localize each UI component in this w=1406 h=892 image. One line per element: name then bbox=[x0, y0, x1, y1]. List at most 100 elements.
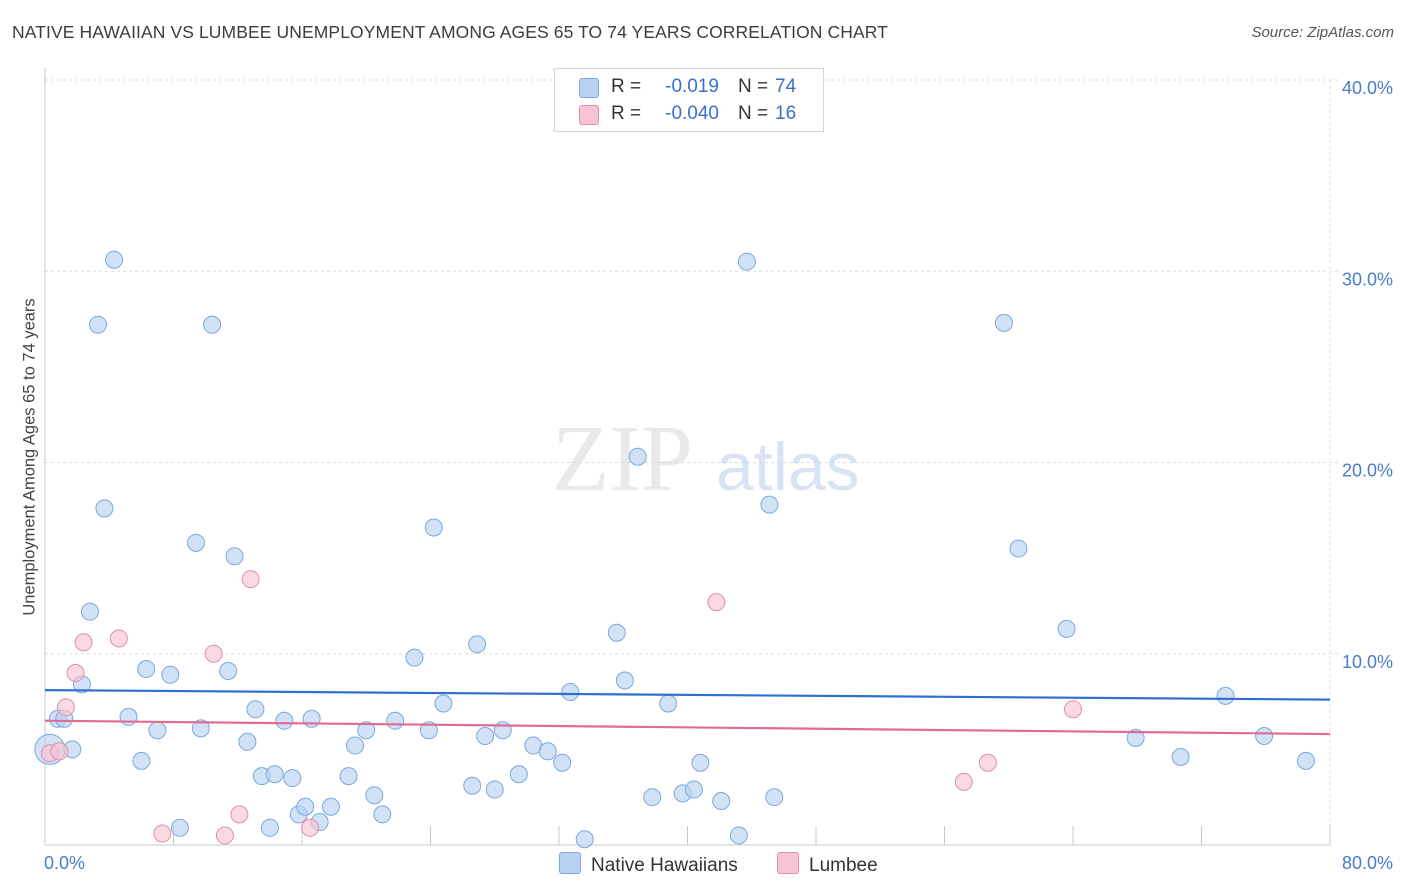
legend-item-native-hawaiians[interactable]: Native Hawaiians bbox=[559, 852, 738, 877]
legend-item-lumbee[interactable]: Lumbee bbox=[777, 852, 878, 877]
lumbee-point bbox=[50, 742, 69, 761]
lumbee-point bbox=[74, 633, 93, 652]
r-value: -0.040 bbox=[665, 103, 719, 124]
data-points bbox=[34, 250, 1315, 849]
native-hawaiian-point bbox=[302, 709, 321, 728]
native-hawaiian-point bbox=[1296, 751, 1315, 770]
lumbee-point bbox=[56, 698, 75, 717]
watermark-zip: ZIP bbox=[552, 407, 693, 511]
native-hawaiian-point bbox=[265, 765, 284, 784]
native-hawaiian-point bbox=[628, 447, 647, 466]
native-hawaiian-point bbox=[1057, 619, 1076, 638]
native-hawaiian-point bbox=[225, 547, 244, 566]
native-hawaiian-point bbox=[148, 721, 167, 740]
native-hawaiian-point bbox=[246, 700, 265, 719]
native-hawaiian-point bbox=[765, 788, 784, 807]
native-hawaiian-point bbox=[607, 623, 626, 642]
y-tick-label: 20.0% bbox=[1342, 461, 1393, 481]
native-hawaiian-point bbox=[424, 518, 443, 537]
axes bbox=[44, 68, 1331, 846]
r-value: -0.019 bbox=[665, 76, 719, 97]
native-hawaiian-point bbox=[463, 776, 482, 795]
native-hawaiian-point bbox=[386, 711, 405, 730]
n-value: 74 bbox=[775, 76, 797, 97]
native-hawaiian-point bbox=[191, 719, 210, 738]
lumbee-point bbox=[66, 663, 85, 682]
native-hawaiian-point bbox=[1171, 748, 1190, 767]
native-hawaiian-point bbox=[219, 661, 238, 680]
native-hawaiian-point bbox=[321, 797, 340, 816]
native-hawaiian-point bbox=[132, 751, 151, 770]
native-hawaiian-point bbox=[238, 732, 257, 751]
y-tick-label: 10.0% bbox=[1342, 652, 1393, 672]
native-hawaiian-point bbox=[203, 315, 222, 334]
native-hawaiian-point bbox=[712, 792, 731, 811]
native-hawaiian-point bbox=[615, 671, 634, 690]
native-hawaiian-point bbox=[95, 499, 114, 518]
source-attribution: Source: ZipAtlas.com bbox=[1251, 24, 1394, 41]
native-hawaiian-point bbox=[186, 533, 205, 552]
lumbee-point bbox=[204, 644, 223, 663]
lumbee-point bbox=[241, 570, 260, 589]
native-hawaiian-point bbox=[170, 818, 189, 837]
native-hawaiian-point bbox=[346, 736, 365, 755]
r-label: R = bbox=[611, 76, 642, 97]
r-label: R = bbox=[611, 103, 642, 124]
lumbee-point bbox=[153, 824, 172, 843]
native-hawaiian-point bbox=[119, 707, 138, 726]
native-hawaiian-point bbox=[1009, 539, 1028, 558]
native-hawaiian-point bbox=[283, 769, 302, 788]
native-hawaiian-point bbox=[476, 726, 495, 745]
native-hawaiian-point bbox=[365, 786, 384, 805]
lumbee-point bbox=[1064, 700, 1082, 719]
native-hawaiian-point bbox=[691, 753, 710, 772]
native-hawaiian-point bbox=[760, 495, 779, 514]
pink-swatch-icon bbox=[579, 105, 599, 125]
lumbee-point bbox=[109, 629, 128, 648]
native-hawaiian-point bbox=[684, 780, 703, 799]
correlation-legend: R = -0.019 N = 74 R = -0.040 N = 16 bbox=[554, 68, 824, 132]
legend-label: Lumbee bbox=[809, 855, 878, 876]
native-hawaiian-point bbox=[538, 742, 557, 761]
native-hawaiian-point bbox=[561, 683, 580, 701]
native-hawaiian-point bbox=[1255, 726, 1274, 745]
native-hawaiian-point bbox=[737, 252, 756, 271]
y-tick-label: 40.0% bbox=[1342, 78, 1393, 98]
native-hawaiian-point bbox=[275, 711, 294, 730]
native-hawaiian-point bbox=[994, 313, 1013, 332]
native-hawaiian-point bbox=[729, 826, 748, 845]
native-hawaiian-point bbox=[296, 797, 315, 816]
native-hawaiian-point bbox=[1126, 728, 1145, 747]
blue-swatch-icon bbox=[559, 852, 581, 874]
native-hawaiian-point bbox=[659, 694, 678, 713]
x-tick-label: 0.0% bbox=[44, 853, 85, 873]
native-hawaiian-point bbox=[509, 765, 528, 784]
watermark-atlas: atlas bbox=[716, 429, 860, 505]
native-hawaiian-point bbox=[80, 602, 99, 621]
native-hawaiian-point bbox=[89, 315, 108, 334]
y-tick-label: 30.0% bbox=[1342, 269, 1393, 289]
native-hawaiian-point bbox=[260, 818, 279, 837]
native-hawaiian-point bbox=[137, 660, 156, 679]
native-hawaiian-point bbox=[405, 648, 424, 667]
legend-row-native-hawaiians: R = -0.019 N = 74 bbox=[555, 74, 823, 100]
lumbee-point bbox=[230, 805, 249, 824]
lumbee-point bbox=[215, 826, 234, 845]
native-hawaiian-point bbox=[468, 635, 487, 654]
native-hawaiian-point bbox=[161, 665, 180, 684]
chart-title: NATIVE HAWAIIAN VS LUMBEE UNEMPLOYMENT A… bbox=[12, 22, 888, 42]
blue-swatch-icon bbox=[579, 78, 599, 98]
native-hawaiian-point bbox=[643, 788, 662, 807]
n-label: N = bbox=[738, 76, 769, 97]
legend-label: Native Hawaiians bbox=[591, 855, 738, 876]
native-hawaiian-point bbox=[339, 767, 358, 786]
tick-labels: 10.0% 20.0% 30.0% 40.0% 0.0% 80.0% bbox=[44, 78, 1393, 873]
legend-row-lumbee: R = -0.040 N = 16 bbox=[555, 101, 823, 127]
native-hawaiian-point bbox=[357, 721, 376, 740]
pink-swatch-icon bbox=[777, 852, 799, 874]
lumbee-point bbox=[954, 772, 973, 791]
native-hawaiian-point bbox=[485, 780, 504, 799]
lumbee-point bbox=[301, 818, 320, 837]
native-hawaiian-point bbox=[575, 830, 594, 849]
